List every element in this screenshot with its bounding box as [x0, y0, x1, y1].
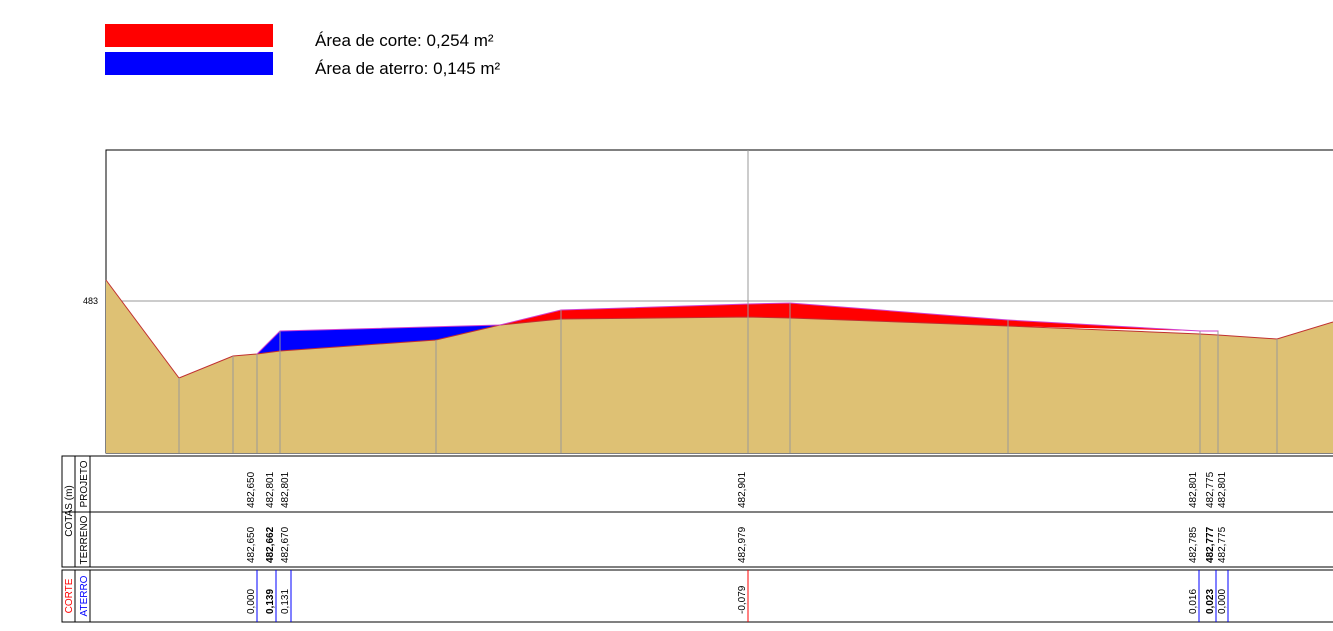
cell: 482,901: [737, 471, 748, 508]
cell: 482,801: [1217, 471, 1228, 508]
project-line: [256, 302, 1219, 355]
cell: 482,785: [1188, 526, 1199, 563]
cut-area: [500, 303, 1200, 331]
cell: 482,777: [1205, 526, 1216, 563]
cell: 482,650: [246, 526, 257, 563]
cell: 482,979: [737, 526, 748, 563]
legend-swatch: [105, 52, 273, 75]
row-label: ATERRO: [79, 575, 90, 616]
row-label: PROJETO: [79, 460, 90, 507]
terrain: [106, 280, 1333, 453]
cell: 482,801: [1188, 471, 1199, 508]
cell: 0,016: [1188, 589, 1199, 614]
cell: 0,000: [1217, 589, 1228, 614]
cell: 482,662: [265, 526, 276, 563]
elevation-label: 483: [83, 296, 98, 306]
cell: 482,775: [1205, 471, 1216, 508]
legend-label: Área de corte: 0,254 m²: [315, 31, 494, 50]
cell: 0,139: [265, 589, 276, 614]
cell: 482,650: [246, 471, 257, 508]
cell: 482,670: [280, 526, 291, 563]
row-label: TERRENO: [79, 515, 90, 564]
table-frame: [61, 569, 1333, 623]
row-group-label: COTAS (m): [64, 485, 75, 536]
cell: 0,023: [1205, 589, 1216, 614]
cell: 482,801: [280, 471, 291, 508]
cell: -0,079: [737, 585, 748, 614]
station-lines: [178, 303, 1278, 453]
cell: 0,000: [246, 589, 257, 614]
cell: 0,131: [280, 589, 291, 614]
fill-area: [257, 325, 500, 354]
legend-swatch: [105, 24, 273, 47]
legend-label: Área de aterro: 0,145 m²: [315, 59, 501, 78]
cell: 482,775: [1217, 526, 1228, 563]
cell: 482,801: [265, 471, 276, 508]
row-label: CORTE: [64, 578, 75, 613]
